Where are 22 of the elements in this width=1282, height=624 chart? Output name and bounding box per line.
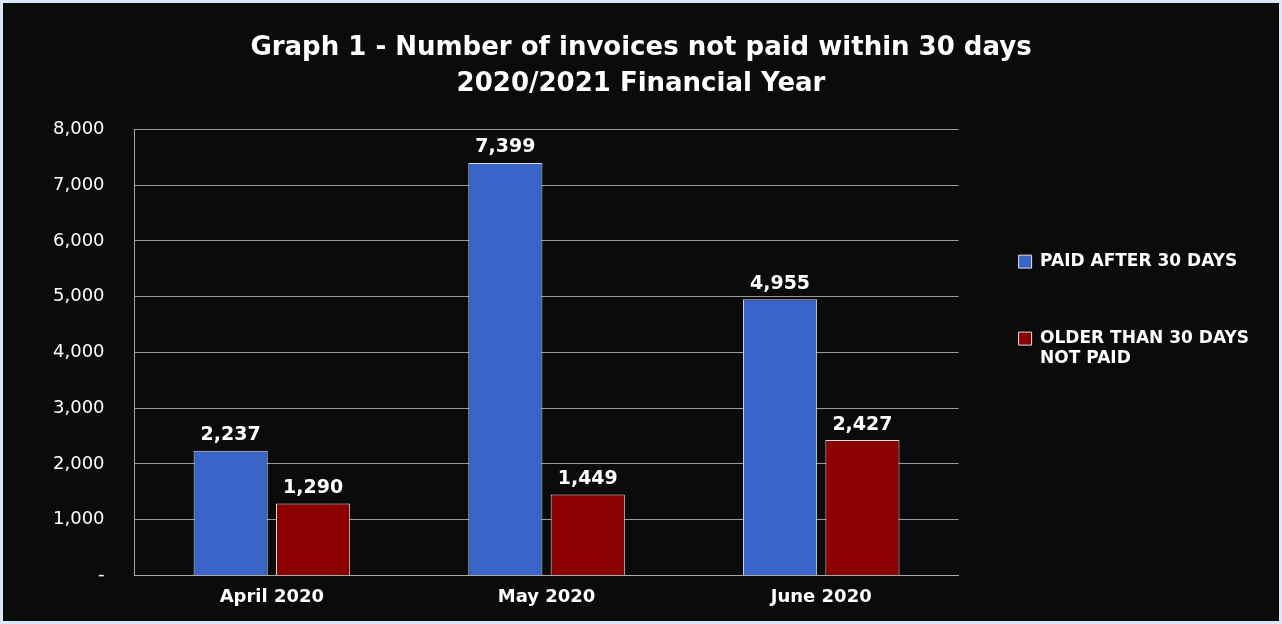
y-tick-label: 8,000 [53,117,105,139]
y-tick-label: 7,000 [53,172,105,194]
y-tick-label: 4,000 [53,340,105,362]
y-tick-label: 6,000 [53,228,105,250]
x-tick-label: April 2020 [219,584,325,606]
data-label: 4,955 [749,270,811,293]
legend-label: PAID AFTER 30 DAYS [1040,250,1238,271]
x-tick-label: June 2020 [768,584,872,606]
x-tick-label: May 2020 [497,584,596,606]
y-tick-label: - [98,563,105,585]
y-tick-label: 5,000 [53,284,105,306]
chart-title: Graph 1 - Number of invoices not paid within 30 days [250,31,1032,62]
data-label: 2,427 [832,411,893,434]
data-label: 2,237 [200,422,261,445]
legend-label: OLDER THAN 30 DAYS NOT PAID [1040,327,1250,368]
y-tick-label: 2,000 [53,451,105,473]
data-label: 7,399 [475,134,536,157]
y-tick-label: 1,000 [53,507,105,529]
chart-subtitle: 2020/2021 Financial Year [456,66,826,97]
data-label: 1,290 [283,474,344,497]
data-label: 1,449 [557,466,618,489]
y-tick-label: 3,000 [53,395,105,417]
